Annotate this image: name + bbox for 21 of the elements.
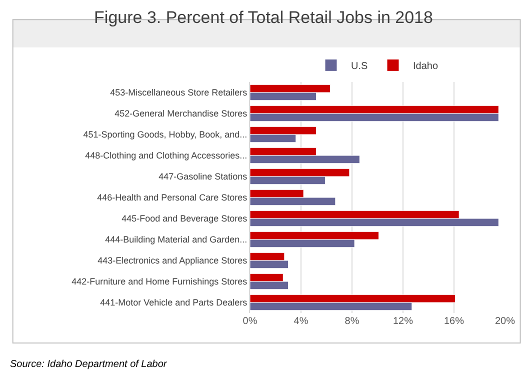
legend-label: Idaho	[413, 61, 438, 72]
y-tick-label: 446-Health and Personal Care Stores	[97, 192, 248, 203]
y-tick-label: 447-Gasoline Stations	[158, 172, 248, 182]
source-note: Source: Idaho Department of Labor	[10, 359, 168, 370]
y-tick-label: 442-Furniture and Home Furnishings Stores	[72, 276, 248, 287]
y-tick-label: 444-Building Material and Garden...	[105, 234, 248, 245]
x-tick-label: 8%	[344, 316, 360, 327]
y-tick-label: 452-General Merchandise Stores	[114, 108, 248, 119]
x-tick-label: 16%	[444, 316, 464, 327]
legend-label: U.S	[351, 61, 368, 72]
x-tick-label: 20%	[494, 316, 516, 327]
y-tick-label: 451-Sporting Goods, Hobby, Book, and...	[83, 130, 248, 140]
y-tick-label: 448-Clothing and Clothing Accessories...	[85, 150, 248, 161]
y-tick-label: 453-Miscellaneous Store Retailers	[110, 88, 248, 98]
y-tick-label: 443-Electronics and Appliance Stores	[98, 256, 248, 266]
chart-title: Figure 3. Percent of Total Retail Jobs in 2018	[94, 8, 433, 27]
y-tick-label: 441-Motor Vehicle and Parts Dealers	[100, 298, 248, 308]
y-tick-label: 445-Food and Beverage Stores	[122, 214, 248, 224]
x-tick-label: 4%	[294, 316, 308, 327]
x-tick-label: 0%	[242, 316, 258, 327]
x-tick-label: 12%	[392, 316, 414, 327]
